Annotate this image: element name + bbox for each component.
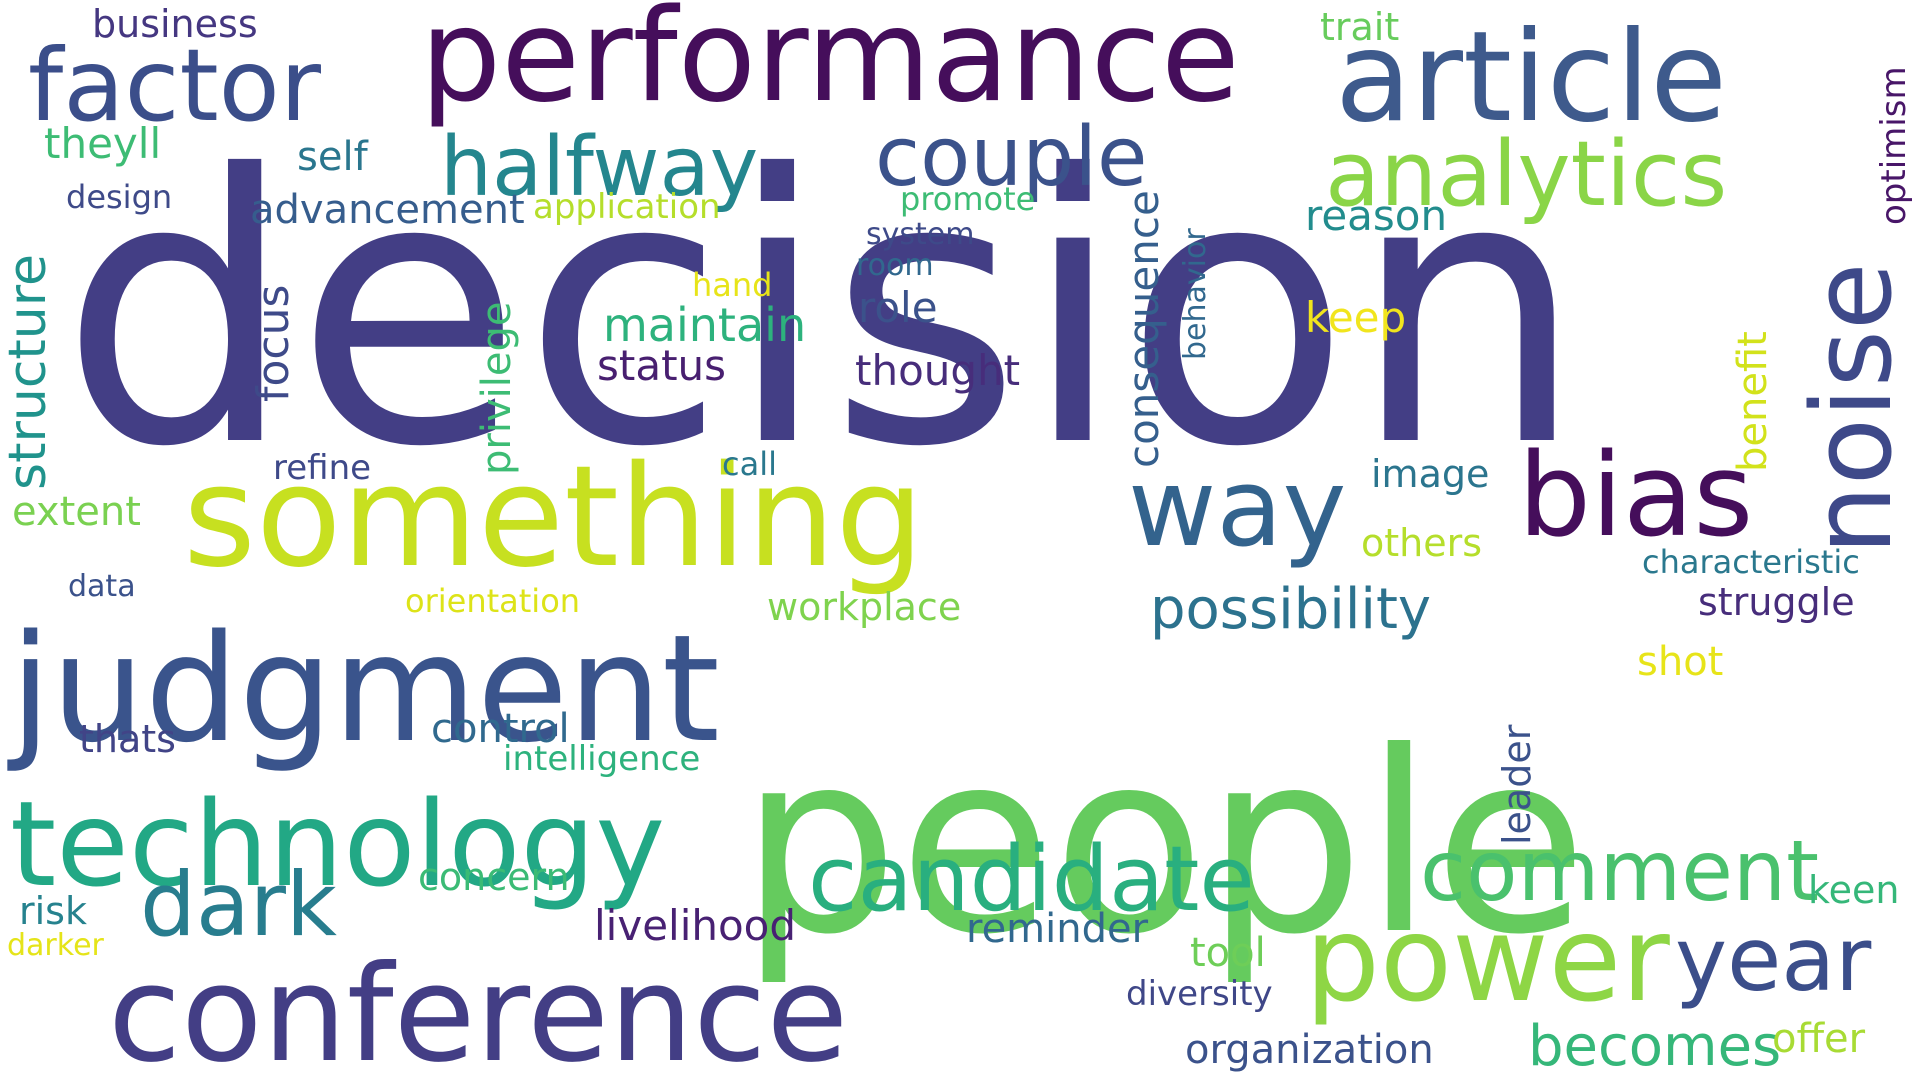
- word-something: something: [183, 436, 924, 599]
- word-risk: risk: [19, 889, 87, 933]
- word-organization: organization: [1185, 1027, 1434, 1073]
- word-characteristic: characteristic: [1642, 543, 1860, 581]
- word-image: image: [1371, 452, 1489, 496]
- word-extent: extent: [12, 489, 141, 535]
- word-benefit: benefit: [1730, 331, 1776, 472]
- word-workplace: workplace: [767, 585, 961, 629]
- word-system: system: [866, 217, 974, 252]
- word-factor: factor: [28, 27, 322, 144]
- word-design: design: [66, 178, 172, 216]
- word-technology: technology: [10, 775, 665, 913]
- word-possibility: possibility: [1150, 577, 1431, 642]
- word-offer: offer: [1772, 1016, 1866, 1062]
- word-consequence: consequence: [1119, 190, 1168, 468]
- word-noise: noise: [1788, 262, 1916, 555]
- word-data: data: [68, 569, 136, 604]
- word-reason: reason: [1305, 191, 1447, 240]
- word-control: control: [431, 706, 570, 752]
- word-privilege: privilege: [474, 302, 520, 475]
- word-dark: dark: [140, 853, 337, 956]
- word-application: application: [533, 187, 721, 227]
- word-call: call: [722, 445, 777, 483]
- word-tool: tool: [1190, 930, 1266, 976]
- word-reminder: reminder: [966, 906, 1149, 952]
- word-darker: darker: [7, 928, 105, 963]
- word-behavior: behavior: [1178, 228, 1213, 360]
- word-keep: keep: [1305, 293, 1406, 342]
- word-shot: shot: [1637, 639, 1723, 685]
- word-thought: thought: [855, 346, 1020, 395]
- word-intelligence: intelligence: [503, 739, 700, 779]
- word-thats: thats: [79, 717, 176, 761]
- word-struggle: struggle: [1698, 580, 1855, 624]
- word-hand: hand: [692, 266, 772, 304]
- word-optimism: optimism: [1874, 66, 1914, 225]
- word-bias: bias: [1518, 429, 1753, 563]
- word-livelihood: livelihood: [594, 901, 796, 950]
- word-room: room: [856, 248, 934, 283]
- word-status: status: [597, 341, 726, 390]
- word-promote: promote: [900, 180, 1035, 218]
- word-couple: couple: [875, 110, 1148, 205]
- word-candidate: candidate: [808, 827, 1255, 932]
- word-becomes: becomes: [1528, 1014, 1781, 1079]
- word-trait: trait: [1320, 5, 1399, 49]
- word-refine: refine: [273, 448, 371, 488]
- word-power: power: [1305, 890, 1670, 1028]
- word-halfway: halfway: [440, 120, 758, 215]
- word-performance: performance: [420, 0, 1240, 131]
- word-way: way: [1128, 446, 1346, 571]
- word-diversity: diversity: [1126, 974, 1273, 1014]
- word-structure: structure: [0, 254, 58, 490]
- word-business: business: [92, 2, 258, 46]
- word-focus: focus: [248, 285, 299, 402]
- word-judgment: judgment: [7, 603, 720, 775]
- word-conference: conference: [108, 938, 848, 1080]
- word-self: self: [297, 134, 369, 180]
- word-people: people: [740, 698, 1587, 989]
- word-decision: decision: [60, 98, 1585, 528]
- word-year: year: [1675, 908, 1872, 1011]
- word-concern: concern: [418, 855, 570, 899]
- word-article: article: [1335, 5, 1727, 150]
- word-advancement: advancement: [250, 187, 525, 233]
- word-keen: keen: [1808, 868, 1900, 912]
- word-leader: leader: [1495, 724, 1539, 845]
- word-role: role: [858, 283, 938, 332]
- word-others: others: [1361, 521, 1482, 565]
- word-theyll: theyll: [44, 119, 161, 168]
- word-analytics: analytics: [1325, 122, 1727, 227]
- word-maintain: maintain: [603, 298, 806, 352]
- word-orientation: orientation: [405, 582, 580, 620]
- word-comment: comment: [1420, 822, 1819, 920]
